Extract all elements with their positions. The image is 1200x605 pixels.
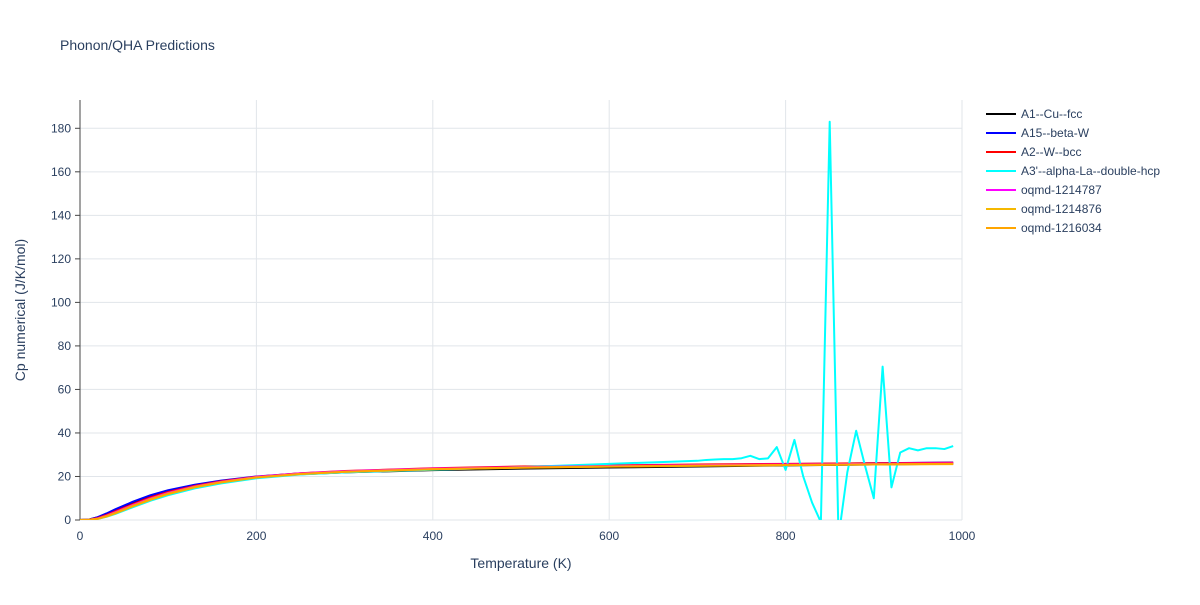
- y-tick-label: 140: [51, 208, 71, 222]
- legend: A1--Cu--fcc A15--beta-W A2--W--bcc A3'--alp…: [986, 107, 1160, 235]
- series-line: [80, 462, 954, 520]
- x-tick-label: 400: [423, 529, 443, 543]
- grid: 0 20 40 60 80 100 120 140 160 180 0 200 400 600 800 100…: [51, 100, 976, 543]
- y-tick-label: 80: [58, 339, 72, 353]
- series-line: [80, 120, 954, 520]
- legend-label[interactable]: A1--Cu--fcc: [1021, 107, 1082, 121]
- y-tick-label: 180: [51, 121, 71, 135]
- legend-label[interactable]: A2--W--bcc: [1021, 145, 1081, 159]
- legend-label[interactable]: oqmd-1214876: [1021, 202, 1102, 216]
- x-tick-label: 0: [77, 529, 84, 543]
- legend-label[interactable]: A15--beta-W: [1021, 126, 1090, 140]
- y-axis-title: Cp numerical (J/K/mol): [12, 239, 28, 381]
- y-tick-label: 0: [64, 513, 71, 527]
- legend-label[interactable]: oqmd-1216034: [1021, 221, 1102, 235]
- chart-title: Phonon/QHA Predictions: [60, 37, 215, 53]
- y-tick-label: 160: [51, 165, 71, 179]
- y-tick-label: 60: [58, 382, 72, 396]
- x-tick-label: 1000: [949, 529, 976, 543]
- y-tick-label: 20: [58, 469, 72, 483]
- x-axis-title: Temperature (K): [470, 555, 571, 571]
- y-tick-label: 40: [58, 426, 72, 440]
- y-tick-label: 120: [51, 252, 71, 266]
- x-tick-label: 600: [599, 529, 619, 543]
- x-tick-label: 200: [246, 529, 266, 543]
- y-tick-label: 100: [51, 295, 71, 309]
- legend-label[interactable]: oqmd-1214787: [1021, 183, 1102, 197]
- x-tick-label: 800: [776, 529, 796, 543]
- plot-area: [80, 120, 954, 520]
- legend-label[interactable]: A3'--alpha-La--double-hcp: [1021, 164, 1160, 178]
